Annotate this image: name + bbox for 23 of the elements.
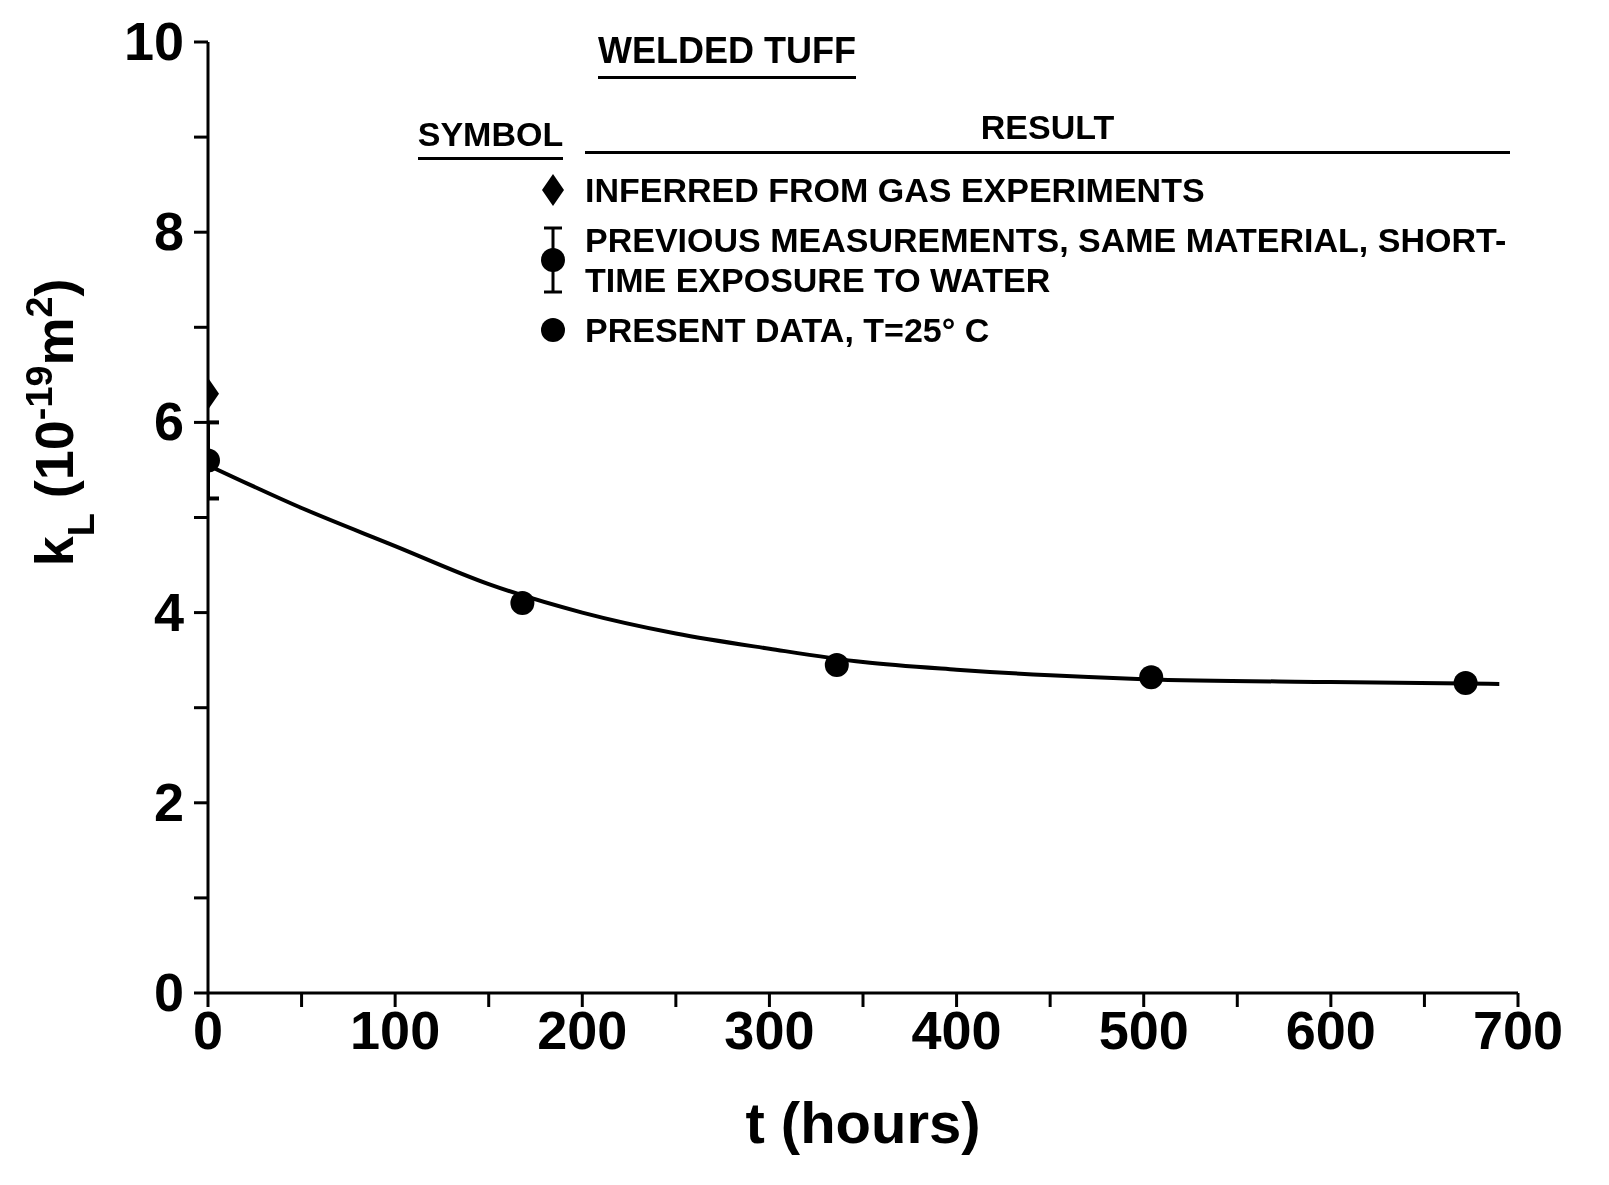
chart-title: WELDED TUFF [598,30,856,71]
y-tick-label: 0 [153,962,184,1022]
y-tick-label: 6 [153,391,184,452]
annotation: SYMBOL [417,115,564,153]
legend-label: PRESENT DATA, T=25° C [585,311,990,349]
y-tick-label: 2 [153,771,184,832]
y-tick-label: 4 [153,581,184,642]
x-tick-label: 600 [1285,1000,1376,1060]
x-tick-label: 500 [1098,1000,1189,1060]
x-tick-label: 100 [350,1000,441,1060]
x-tick-label: 700 [1472,1000,1564,1060]
x-tick-label: 400 [911,1000,1002,1060]
point [1453,670,1478,695]
point [1139,665,1164,690]
x-tick-label: 300 [724,1000,815,1060]
annotation: RESULT [980,108,1115,146]
x-tick-label: 0 [192,1000,224,1060]
y-tick-label: 10 [123,11,184,71]
x-axis-title: t (hours) [745,1090,981,1155]
x-tick-label: 200 [537,1000,628,1060]
y-tick-label: 8 [153,201,184,262]
legend-label: PREVIOUS MEASUREMENTS, SAME MATERIAL, SHORT-TIME EXPOSURE TO WATER [585,221,1507,299]
legend-label: INFERRED FROM GAS EXPERIMENTS [585,171,1205,209]
